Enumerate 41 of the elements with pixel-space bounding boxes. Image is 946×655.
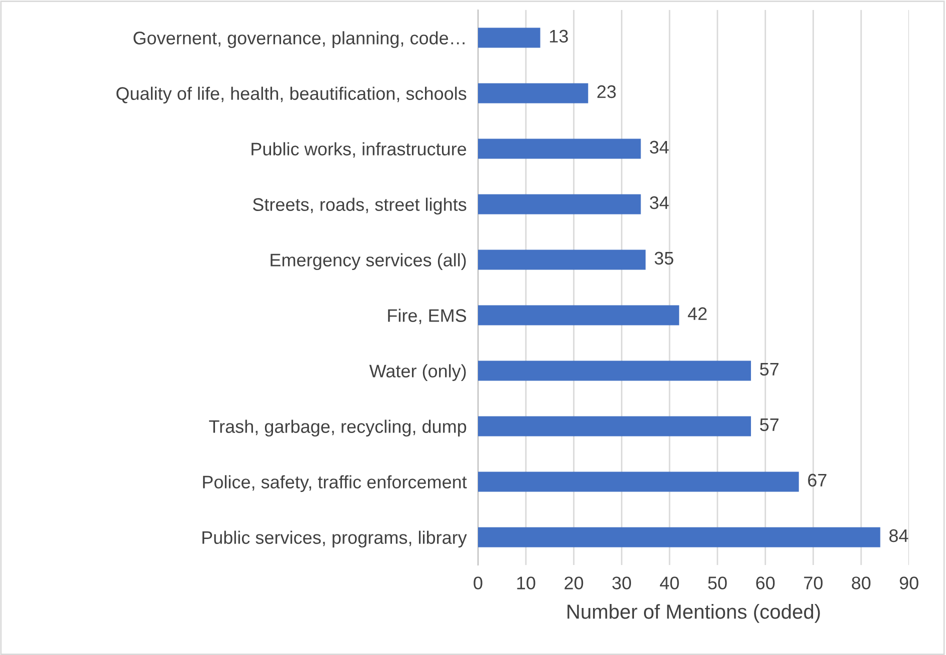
bar — [478, 250, 646, 270]
x-tick-label: 50 — [708, 576, 727, 590]
x-tick-label: 90 — [900, 576, 918, 590]
y-tick-label: Public services, programs, library — [202, 530, 467, 548]
data-label: 34 — [650, 196, 669, 210]
y-tick-label: Emergency services (all) — [270, 253, 466, 270]
data-label: 13 — [550, 30, 568, 43]
y-tick-label: Trash, garbage, recycling, dump — [209, 420, 466, 437]
x-tick-label: 10 — [517, 576, 536, 590]
y-tick-label: Quality of life, health, beautification, schools — [116, 86, 466, 104]
data-label: 57 — [760, 362, 778, 376]
data-label: 42 — [688, 307, 707, 320]
x-tick-label: 30 — [612, 576, 632, 590]
x-tick-label: 0 — [474, 576, 482, 590]
data-label: 23 — [597, 85, 616, 98]
data-label: 84 — [889, 529, 908, 542]
bar — [478, 527, 880, 548]
y-tick-label: Governent, governance, planning, code… — [134, 31, 464, 48]
data-label: 57 — [760, 418, 778, 432]
y-tick-label: Public works, infrastructure — [252, 142, 466, 158]
data-label: 35 — [654, 252, 674, 265]
y-tick-label: Streets, roads, street lights — [252, 198, 466, 215]
data-label: 34 — [650, 140, 669, 154]
bar — [478, 194, 641, 214]
x-tick-label: 60 — [756, 576, 775, 590]
y-tick-label: Police, safety, traffic enforcement — [203, 475, 467, 492]
x-tick-label: 20 — [564, 576, 584, 590]
data-label: 67 — [808, 474, 826, 487]
bar — [478, 28, 540, 48]
bar — [478, 83, 588, 104]
x-axis-title: Number of Mentions (coded) — [568, 604, 820, 623]
x-tick-label: 40 — [660, 576, 679, 590]
bar — [478, 416, 751, 436]
y-tick-label: Fire, EMS — [388, 308, 466, 324]
y-tick-label: Water (only) — [369, 364, 466, 382]
x-tick-label: 70 — [804, 576, 823, 590]
bar — [478, 472, 799, 492]
bar — [478, 360, 751, 381]
x-tick-label: 80 — [852, 576, 870, 590]
bar — [478, 305, 680, 326]
bar — [478, 138, 641, 159]
